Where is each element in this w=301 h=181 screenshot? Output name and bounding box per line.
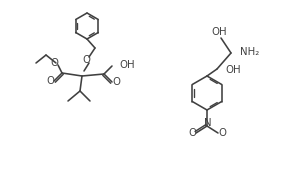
- Text: OH: OH: [225, 65, 240, 75]
- Text: N: N: [204, 118, 212, 128]
- Text: O: O: [46, 76, 54, 86]
- Text: O: O: [188, 128, 196, 138]
- Text: O: O: [82, 55, 90, 65]
- Text: O: O: [218, 128, 226, 138]
- Text: OH: OH: [211, 27, 227, 37]
- Text: O: O: [112, 77, 120, 87]
- Text: NH₂: NH₂: [240, 47, 259, 57]
- Text: O: O: [50, 58, 58, 68]
- Text: OH: OH: [119, 60, 135, 70]
